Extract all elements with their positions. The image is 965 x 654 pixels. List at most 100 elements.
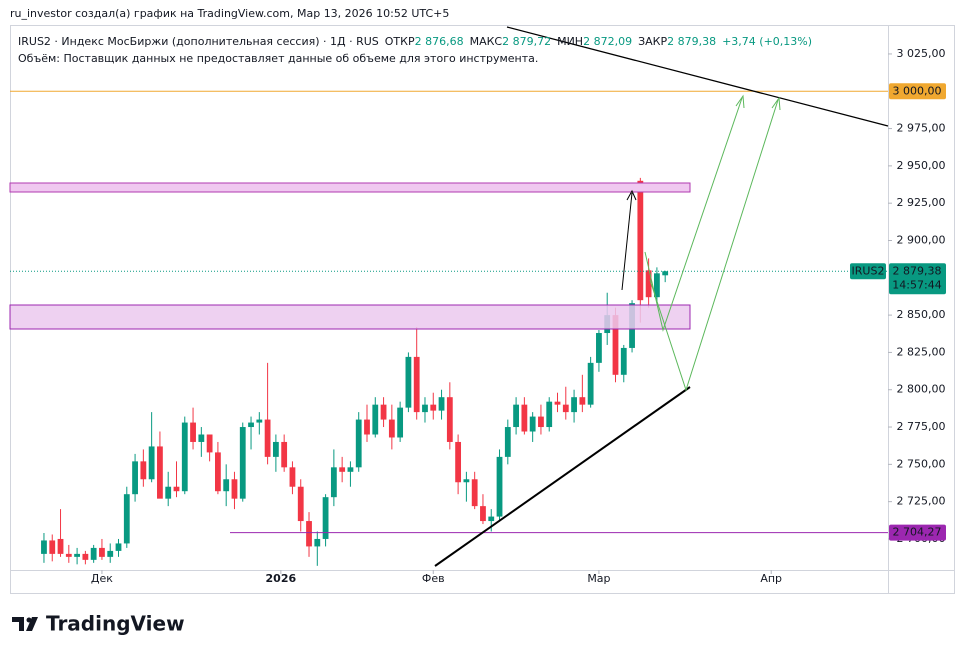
- candle-body: [123, 494, 130, 544]
- candle-body: [446, 397, 453, 442]
- candle-body: [339, 467, 346, 472]
- y-tick-label: 2 800,00: [897, 383, 946, 396]
- legend-symbol: IRUS2 · Индекс МосБиржи (дополнительная …: [18, 35, 379, 48]
- candle-body: [223, 479, 230, 492]
- candle-body: [272, 441, 279, 457]
- legend-label: ЗАКР: [638, 35, 667, 48]
- candle-body: [355, 419, 362, 468]
- candle-body: [140, 461, 147, 480]
- candle-body: [596, 333, 602, 363]
- candle-body: [198, 434, 205, 442]
- candle-body: [380, 404, 387, 420]
- y-tick-label: 2 850,00: [897, 308, 946, 321]
- countdown: 14:57:44: [892, 278, 941, 291]
- last-price-box: [889, 263, 946, 295]
- y-tick-label: 3 025,00: [897, 47, 946, 60]
- candle-body: [248, 422, 254, 428]
- legend-label: МАКС: [470, 35, 503, 48]
- x-tick-label: 2026: [266, 572, 297, 585]
- brand: TradingView: [46, 612, 185, 636]
- candle-body: [231, 479, 238, 499]
- y-tick-label: 2 725,00: [897, 495, 946, 508]
- candle-body: [165, 486, 172, 499]
- y-tick-label: 2 750,00: [897, 457, 946, 470]
- candle-body: [405, 356, 412, 408]
- zone: [9, 182, 691, 193]
- legend-change: +3,74 (+0,13%): [722, 35, 812, 48]
- candle-body: [297, 486, 304, 522]
- candle-body: [422, 404, 428, 413]
- arrow-head: [771, 96, 781, 111]
- candle-body: [82, 553, 89, 560]
- candle-body: [455, 441, 462, 483]
- candle-body: [173, 486, 180, 492]
- y-tick-label: 2 925,00: [897, 196, 946, 209]
- candle-body: [181, 422, 188, 492]
- candle-body: [463, 479, 470, 483]
- legend-value: 2 879,38: [667, 35, 716, 48]
- y-tick-label: 2 950,00: [897, 159, 946, 172]
- candle-body: [314, 538, 321, 547]
- candle-body: [41, 540, 47, 554]
- candle-body: [538, 416, 544, 428]
- candle-body: [190, 422, 196, 442]
- candle-body: [90, 547, 97, 560]
- candle-body: [413, 356, 420, 413]
- candle-body: [388, 419, 395, 438]
- candle-body: [65, 553, 72, 557]
- candle-body: [322, 497, 329, 539]
- candle-body: [546, 401, 553, 428]
- candle-body: [645, 270, 652, 298]
- zone: [9, 304, 691, 330]
- logo: TradingView: [12, 612, 185, 636]
- x-tick-label: Дек: [91, 572, 113, 585]
- candle-body: [49, 540, 56, 554]
- candle-body: [397, 407, 404, 438]
- symbol-label: IRUS2: [852, 264, 885, 277]
- candle-body: [206, 434, 213, 453]
- arrow-head: [735, 94, 745, 109]
- arrow: [644, 97, 743, 332]
- price-label-box: [889, 83, 946, 100]
- candle-body: [521, 404, 528, 432]
- candle-body: [330, 467, 337, 498]
- candle-body: [496, 456, 503, 517]
- volume-note: Объём: Поставщик данных не предоставляет…: [18, 52, 538, 65]
- arrow: [621, 192, 633, 291]
- price-label: 3 000,00: [893, 84, 942, 97]
- price-label-box: [889, 524, 946, 541]
- candle-body: [281, 441, 288, 468]
- candle-body: [289, 467, 296, 487]
- arrow-head: [626, 189, 637, 201]
- legend-label: ОТКР: [385, 35, 415, 48]
- candle-body: [480, 506, 486, 522]
- candle-body: [74, 553, 80, 557]
- candle-body: [115, 543, 122, 551]
- candle-body: [239, 427, 246, 499]
- candle-body: [571, 397, 577, 413]
- x-tick-label: Фев: [422, 572, 445, 585]
- price-label: 2 704,27: [893, 526, 942, 539]
- candle-body: [372, 404, 379, 435]
- last-price-label: 2 879,38: [893, 264, 942, 277]
- candle-body: [488, 516, 495, 522]
- x-tick-label: Апр: [760, 572, 782, 585]
- legend-value: 2 876,68: [415, 35, 464, 48]
- y-tick-label: 2 825,00: [897, 345, 946, 358]
- y-tick-label: 2 975,00: [897, 122, 946, 135]
- candle-body: [430, 404, 437, 411]
- candle-body: [513, 404, 519, 428]
- candle-body: [132, 461, 138, 495]
- candle-body: [662, 271, 669, 276]
- candle-body: [620, 347, 627, 375]
- candle-body: [554, 401, 561, 405]
- candle-body: [562, 404, 569, 413]
- candle-body: [654, 273, 660, 298]
- y-tick-label: 2 775,00: [897, 420, 946, 433]
- y-tick-label: 2 900,00: [897, 233, 946, 246]
- candle-body: [364, 419, 370, 435]
- candle-body: [587, 362, 594, 405]
- candle-body: [579, 397, 586, 405]
- candle-body: [256, 419, 263, 423]
